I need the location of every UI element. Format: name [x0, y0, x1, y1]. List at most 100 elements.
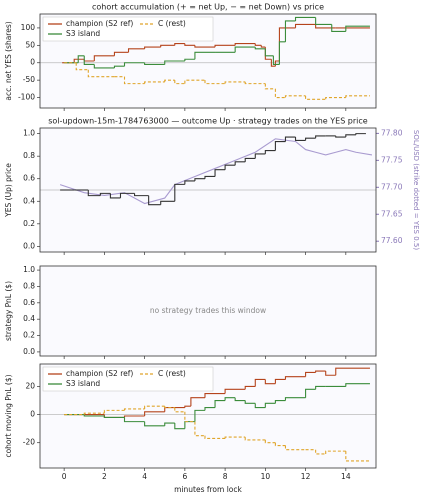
series-step	[224, 164, 236, 170]
series-step	[103, 409, 125, 414]
panel-title: sol-updown-15m-1784763000 — outcome Up ·…	[48, 117, 368, 126]
series-step	[345, 134, 356, 138]
series-step	[93, 55, 115, 61]
y-tick-label: 0.4	[23, 314, 35, 323]
series-step	[278, 41, 286, 65]
series-step	[294, 137, 306, 141]
x-tick-label: 0	[62, 472, 67, 481]
series-step	[123, 408, 145, 411]
y-tick-label: 0	[30, 410, 35, 419]
series-step	[127, 48, 145, 53]
series-step	[83, 55, 95, 66]
series-step	[264, 48, 274, 57]
y-tick-label: 0.4	[23, 196, 35, 205]
series-step	[315, 24, 336, 29]
series-step	[284, 397, 306, 401]
y-tick-label: 50	[25, 40, 35, 49]
y-axis-label: cohort moving PnL ($)	[4, 374, 13, 457]
legend-label: S3 island	[66, 29, 100, 38]
series-step	[234, 43, 256, 46]
series-step	[103, 416, 125, 418]
series-step	[335, 135, 346, 138]
series-step	[305, 137, 316, 141]
y-tick-label: 0.8	[23, 151, 35, 160]
legend-label: C (rest)	[158, 369, 186, 378]
series-step	[93, 64, 115, 69]
series-step	[224, 397, 236, 401]
series-step	[244, 81, 266, 85]
series-step	[345, 25, 370, 32]
series-step	[73, 58, 85, 63]
series-step	[335, 367, 370, 376]
series-step	[315, 370, 326, 373]
series-step	[184, 405, 191, 408]
series-step	[244, 385, 256, 390]
legend-label: champion (S2 ref)	[66, 19, 133, 28]
y-tick-label: 0.6	[23, 174, 35, 183]
y-tick-label: 20	[25, 381, 35, 390]
series-step	[194, 409, 205, 422]
series-step	[144, 46, 161, 49]
x-tick-label: 10	[261, 472, 271, 481]
y2-tick-label: 77.60	[381, 236, 403, 245]
series-step	[83, 412, 105, 415]
series-step	[274, 442, 286, 447]
x-tick-label: 2	[102, 472, 107, 481]
y-tick-label: -20	[23, 438, 35, 447]
series-step	[264, 149, 276, 154]
series-step	[144, 411, 165, 416]
series-step	[164, 422, 175, 426]
series-step	[274, 378, 286, 384]
series-step	[184, 43, 195, 46]
legend: champion (S2 ref)S3 island C (rest)	[42, 366, 214, 392]
series-step	[270, 59, 276, 67]
series-step	[87, 69, 115, 78]
series-step	[204, 175, 216, 179]
series-step	[184, 180, 195, 185]
series-step	[325, 97, 346, 100]
series-step	[345, 383, 370, 387]
series-step	[164, 406, 175, 409]
y-tick-label: 0	[30, 58, 35, 67]
series-step	[264, 402, 276, 408]
series-step	[305, 371, 316, 377]
y-tick-label: 100	[21, 23, 36, 32]
plot-frame	[39, 265, 377, 357]
series-step	[113, 51, 129, 56]
series-step	[274, 88, 286, 99]
series-step	[214, 44, 236, 48]
series-step	[254, 43, 262, 46]
series-step	[99, 192, 111, 196]
series-step	[204, 80, 226, 85]
series-step	[284, 376, 306, 380]
legend-box	[42, 16, 214, 42]
series-step	[184, 58, 195, 61]
series-step	[184, 79, 205, 84]
series-step	[194, 45, 216, 48]
series-step	[160, 44, 175, 48]
series-step	[244, 437, 266, 441]
series-step	[164, 60, 185, 65]
series-step	[345, 95, 370, 98]
series-step	[194, 178, 205, 181]
legend-box	[42, 366, 214, 392]
x-tick-label: 4	[142, 472, 147, 481]
series-step	[234, 397, 246, 402]
plot-area	[40, 266, 376, 356]
series-step	[234, 46, 256, 53]
series-step	[264, 439, 276, 444]
series-step	[83, 414, 105, 417]
series-step	[284, 445, 306, 451]
series-step	[194, 421, 205, 437]
series-step	[325, 371, 336, 376]
series-step	[274, 399, 286, 404]
series-step	[284, 95, 306, 98]
y2-tick-label: 77.65	[381, 209, 403, 218]
y-tick-label: -100	[18, 93, 35, 102]
series-step	[148, 195, 161, 206]
series-step	[274, 140, 286, 151]
series-step	[174, 80, 185, 85]
y-tick-label: -50	[23, 75, 35, 84]
series-step	[294, 23, 316, 28]
series-step	[174, 407, 185, 413]
